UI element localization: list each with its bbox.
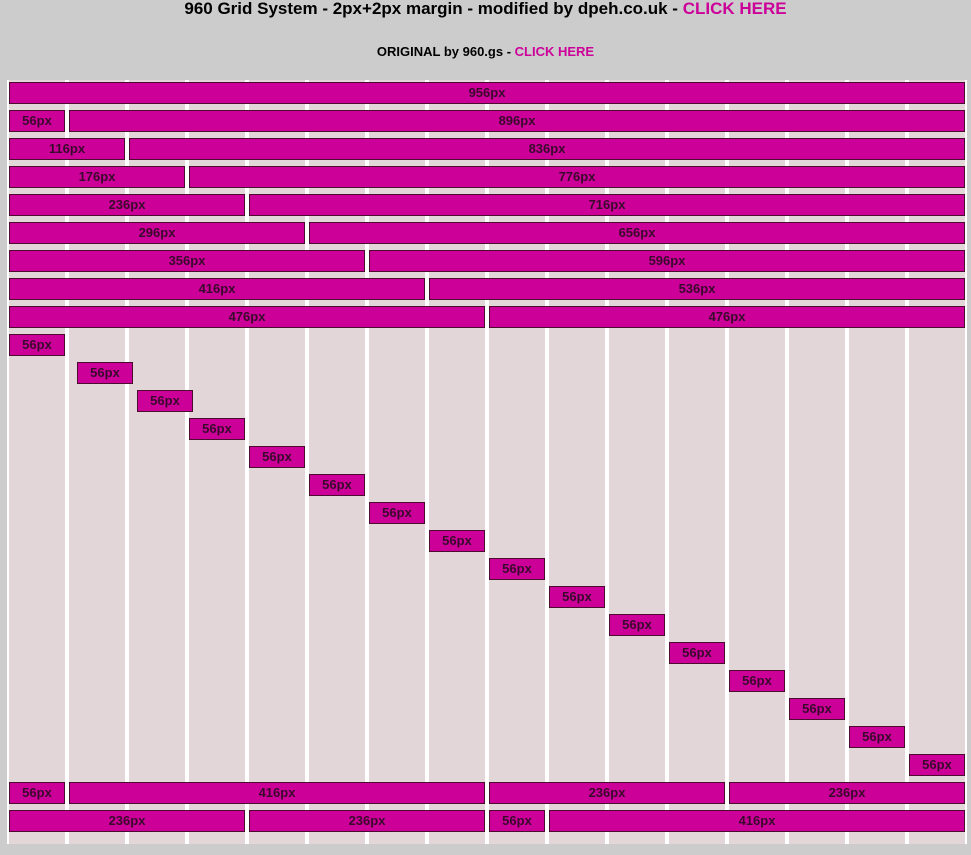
960gs-click-here-link[interactable]: CLICK HERE — [514, 44, 595, 59]
page-title-text: 960 Grid System - 2px+2px margin - modif… — [184, 0, 683, 18]
grid-block: 56px — [309, 474, 365, 496]
grid-block: 236px — [9, 194, 245, 216]
grid-block: 56px — [9, 110, 65, 132]
grid-block: 716px — [249, 194, 965, 216]
grid-block: 236px — [249, 810, 485, 832]
grid-block: 416px — [549, 810, 965, 832]
grid-block: 56px — [137, 390, 193, 412]
page-subtitle: ORIGINAL by 960.gs - CLICK HERE — [0, 44, 971, 60]
grid-block: 56px — [609, 614, 665, 636]
grid-block: 56px — [489, 558, 545, 580]
grid-block: 236px — [489, 782, 725, 804]
grid-block: 56px — [9, 334, 65, 356]
grid-block: 236px — [9, 810, 245, 832]
grid-block: 56px — [549, 586, 605, 608]
grid-block: 476px — [489, 306, 965, 328]
grid-block: 56px — [189, 418, 245, 440]
grid-block: 536px — [429, 278, 965, 300]
page-title: 960 Grid System - 2px+2px margin - modif… — [0, 0, 971, 19]
grid-block: 956px — [9, 82, 965, 104]
grid-block: 56px — [789, 698, 845, 720]
grid-block: 56px — [669, 642, 725, 664]
grid-block: 176px — [9, 166, 185, 188]
grid-block: 776px — [189, 166, 965, 188]
grid-block: 56px — [369, 502, 425, 524]
grid-block: 836px — [129, 138, 965, 160]
grid-block: 296px — [9, 222, 305, 244]
grid-block: 56px — [489, 810, 545, 832]
grid-block: 56px — [9, 782, 65, 804]
grid-block: 896px — [69, 110, 965, 132]
grid-block: 56px — [429, 530, 485, 552]
dpeh-click-here-link[interactable]: CLICK HERE — [682, 0, 787, 18]
grid-block: 416px — [9, 278, 425, 300]
grid-block: 656px — [309, 222, 965, 244]
grid-block: 56px — [249, 446, 305, 468]
grid-block: 596px — [369, 250, 965, 272]
grid-block: 416px — [69, 782, 485, 804]
grid-container: 956px 56px 896px 116px 836px 176px 776px… — [7, 80, 967, 844]
grid-block: 56px — [909, 754, 965, 776]
grid-block: 356px — [9, 250, 365, 272]
grid-block: 236px — [729, 782, 965, 804]
grid-block: 476px — [9, 306, 485, 328]
grid-block: 56px — [729, 670, 785, 692]
grid-block: 56px — [77, 362, 133, 384]
grid-block: 56px — [849, 726, 905, 748]
page-subtitle-text: ORIGINAL by 960.gs - — [376, 44, 515, 59]
grid-block: 116px — [9, 138, 125, 160]
